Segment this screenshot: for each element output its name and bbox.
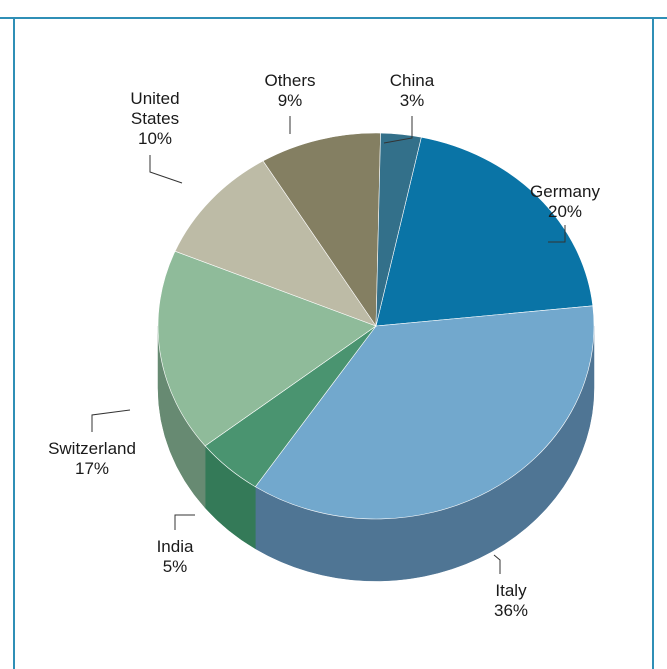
top-rule — [0, 17, 667, 19]
data-label-china-line-0: China — [390, 71, 435, 90]
leader-line-switzerland — [91, 409, 131, 432]
data-label-germany-line-0: Germany — [530, 182, 600, 201]
data-label-others-line-0: Others — [264, 71, 315, 90]
data-label-italy-line-0: Italy — [495, 581, 527, 600]
pie-slice-united-states — [174, 160, 377, 327]
pie-slice-china — [375, 132, 422, 327]
data-label-switzerland-line-1: 17% — [75, 459, 109, 478]
data-label-china-line-1: 3% — [400, 91, 425, 110]
leader-line-italy — [493, 554, 501, 574]
data-label-united-states-line-0: United — [130, 89, 179, 108]
left-rule — [13, 17, 15, 669]
pie-slice-germany — [375, 136, 594, 327]
pie-slice-italy — [254, 305, 595, 520]
pie-slice-others — [262, 132, 381, 327]
data-label-germany-line-1: 20% — [548, 202, 582, 221]
leader-line-india — [174, 514, 195, 530]
data-label-united-states-line-1: States — [131, 109, 179, 128]
data-label-italy-line-1: 36% — [494, 601, 528, 620]
leader-line-united-states — [149, 155, 183, 184]
data-label-india-line-0: India — [157, 537, 194, 556]
data-label-united-states-line-2: 10% — [138, 129, 172, 148]
data-label-switzerland-line-0: Switzerland — [48, 439, 136, 458]
leader-line-china — [383, 116, 413, 144]
leader-line-germany — [548, 225, 566, 243]
pie-slice-switzerland — [157, 250, 377, 447]
data-label-india-line-1: 5% — [163, 557, 188, 576]
data-label-others-line-1: 9% — [278, 91, 303, 110]
right-rule — [652, 17, 654, 669]
